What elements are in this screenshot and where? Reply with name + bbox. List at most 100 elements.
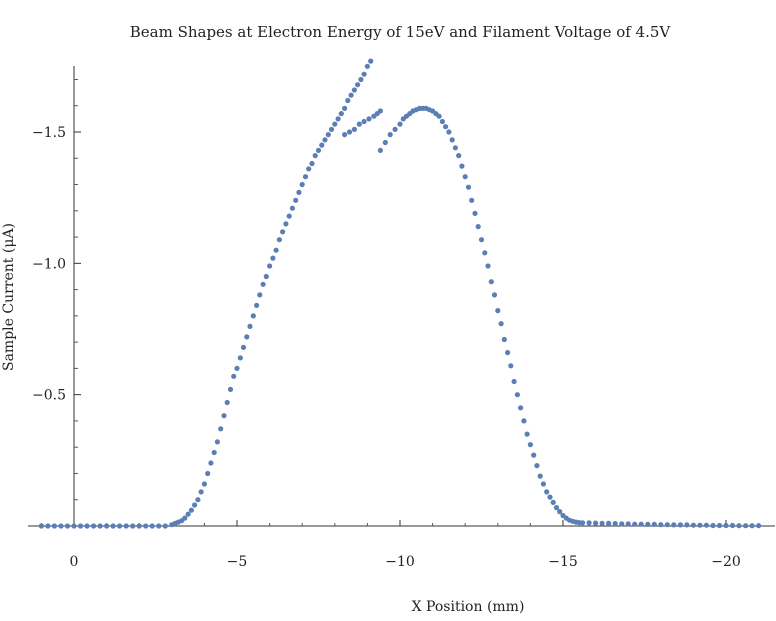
data-point [110,523,116,529]
data-point [296,189,302,195]
data-point [495,308,501,314]
x-tick-label: −10 [385,554,415,570]
data-point [651,521,657,528]
data-point [729,522,736,529]
data-point [540,481,547,487]
data-point [338,111,344,117]
data-point [361,71,367,77]
data-point [234,365,240,371]
data-point [346,129,353,135]
data-point [723,522,729,529]
data-point [254,302,260,308]
data-point [514,392,521,398]
data-point [544,489,550,495]
y-tick-label: −1.5 [32,125,66,141]
data-point [149,523,155,529]
data-point [452,145,458,151]
data-point [749,523,755,529]
data-point [218,426,224,432]
data-point [237,355,243,361]
data-point [188,507,194,513]
y-axis-label: Sample Current (μA) [1,223,17,371]
data-point [625,521,631,527]
data-point [342,132,348,138]
data-point [462,174,468,180]
data-point [117,523,123,529]
data-point [211,449,217,456]
data-point [263,273,269,280]
data-point [593,520,599,526]
data-point [58,523,64,529]
data-point [195,497,201,503]
data-point [511,378,517,385]
data-point [619,521,625,527]
data-point [260,281,266,287]
data-point [710,522,716,529]
data-point [586,520,592,526]
data-point [508,363,514,369]
data-point [743,523,749,529]
axes [28,66,775,527]
data-point [214,439,220,445]
data-point [227,386,234,392]
data-point [553,505,560,511]
data-point [456,153,462,159]
data-point [361,118,367,125]
data-point [208,460,214,466]
data-point [247,323,253,329]
data-point [491,292,498,298]
data-point [299,181,305,188]
data-point [716,522,723,529]
data-point [123,523,129,529]
data-point [231,373,237,379]
data-point [436,113,442,119]
data-point [449,137,455,143]
data-point [658,522,664,528]
data-point [537,473,543,479]
x-ticks: 0 −5 −10 −15 −20 [40,520,760,570]
data-points [38,58,762,529]
data-point [97,523,103,529]
data-point [224,399,230,406]
data-point [77,523,84,529]
x-axis-label: X Position (mm) [412,599,525,615]
x-tick-label: −5 [227,554,248,570]
data-point [348,92,354,98]
data-point [612,521,618,527]
data-point [488,279,494,285]
data-point [143,523,149,529]
data-point [485,263,491,269]
data-point [328,126,335,132]
data-point [366,116,372,122]
data-point [580,520,586,526]
data-point [286,213,292,219]
data-point [518,405,524,411]
data-point [527,442,534,448]
data-point [632,521,638,527]
data-point [439,118,445,125]
data-point [276,237,282,243]
data-point [677,522,684,528]
data-point [312,153,318,159]
data-point [315,147,322,153]
data-point [136,523,142,529]
data-point [547,494,553,500]
y-tick-label: −0.5 [32,388,66,404]
data-point [192,502,198,508]
data-point [162,523,168,529]
y-tick-label: −1.0 [32,256,66,272]
data-point [71,523,77,529]
data-point [182,515,188,521]
data-point [335,116,341,122]
data-point [356,121,362,127]
data-point [332,121,338,127]
data-point [465,184,472,190]
data-point [756,523,762,529]
data-point [397,121,403,127]
data-point [521,418,527,424]
data-point [377,147,383,153]
data-point [446,129,452,135]
data-point [345,97,351,104]
